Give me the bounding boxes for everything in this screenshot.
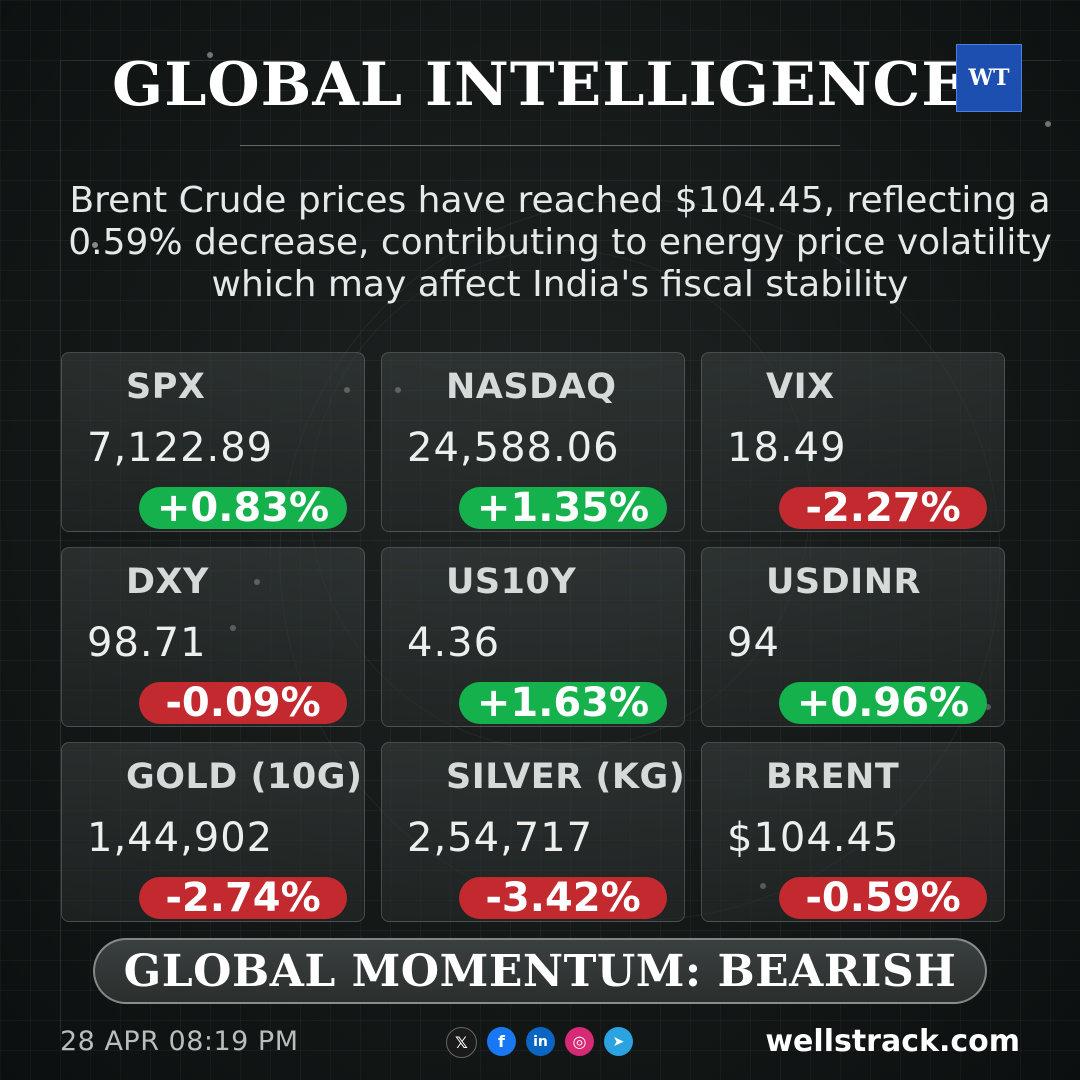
linkedin-icon[interactable]: in <box>526 1027 555 1056</box>
change-badge: +1.35% <box>459 485 667 531</box>
market-card-gold: GOLD (10G) 1,44,902 -2.74% <box>61 742 365 922</box>
momentum-banner: GLOBAL MOMENTUM: BEARISH <box>93 938 987 1004</box>
market-value: 18.49 <box>727 425 847 471</box>
telegram-icon[interactable]: ➤ <box>604 1027 633 1056</box>
decorative-frame <box>60 60 1061 1041</box>
market-value: 94 <box>727 620 780 666</box>
market-card-vix: VIX 18.49 -2.27% <box>701 352 1005 532</box>
social-links: 𝕏 f in ◎ ➤ <box>446 1027 633 1058</box>
market-value: 7,122.89 <box>87 425 274 471</box>
market-card-nasdaq: NASDAQ 24,588.06 +1.35% <box>381 352 685 532</box>
change-badge: -0.09% <box>139 680 347 726</box>
change-badge: +0.83% <box>139 485 347 531</box>
market-symbol: VIX <box>766 367 835 407</box>
change-badge: -3.42% <box>459 875 667 921</box>
market-symbol: US10Y <box>446 562 577 602</box>
market-card-usdinr: USDINR 94 +0.96% <box>701 547 1005 727</box>
market-value: 2,54,717 <box>407 815 594 861</box>
market-card-dxy: DXY 98.71 -0.09% <box>61 547 365 727</box>
market-symbol: BRENT <box>766 757 900 797</box>
change-badge: -2.74% <box>139 875 347 921</box>
market-value: 1,44,902 <box>87 815 274 861</box>
market-symbol: SILVER (KG) <box>446 757 686 797</box>
wellstrack-logo: WT <box>956 44 1022 112</box>
change-badge: -0.59% <box>779 875 987 921</box>
market-card-spx: SPX 7,122.89 +0.83% <box>61 352 365 532</box>
timestamp: 28 APR 08:19 PM <box>60 1026 299 1057</box>
change-badge: +1.63% <box>459 680 667 726</box>
market-value: 98.71 <box>87 620 207 666</box>
page-title: GLOBAL INTELLIGENCE <box>111 50 969 120</box>
market-value: 24,588.06 <box>407 425 620 471</box>
market-card-brent: BRENT $104.45 -0.59% <box>701 742 1005 922</box>
market-value: $104.45 <box>727 815 900 861</box>
market-symbol: GOLD (10G) <box>126 757 363 797</box>
facebook-icon[interactable]: f <box>487 1027 516 1056</box>
market-card-us10y: US10Y 4.36 +1.63% <box>381 547 685 727</box>
market-value: 4.36 <box>407 620 501 666</box>
x-icon[interactable]: 𝕏 <box>446 1027 477 1058</box>
market-symbol: DXY <box>126 562 209 602</box>
market-card-silver: SILVER (KG) 2,54,717 -3.42% <box>381 742 685 922</box>
change-badge: -2.27% <box>779 485 987 531</box>
market-symbol: NASDAQ <box>446 367 617 407</box>
market-symbol: SPX <box>126 367 206 407</box>
change-badge: +0.96% <box>779 680 987 726</box>
market-symbol: USDINR <box>766 562 921 602</box>
website-link[interactable]: wellstrack.com <box>765 1024 1020 1059</box>
title-divider <box>240 145 840 146</box>
headline-text: Brent Crude prices have reached $104.45,… <box>68 180 1052 305</box>
instagram-icon[interactable]: ◎ <box>565 1027 594 1056</box>
